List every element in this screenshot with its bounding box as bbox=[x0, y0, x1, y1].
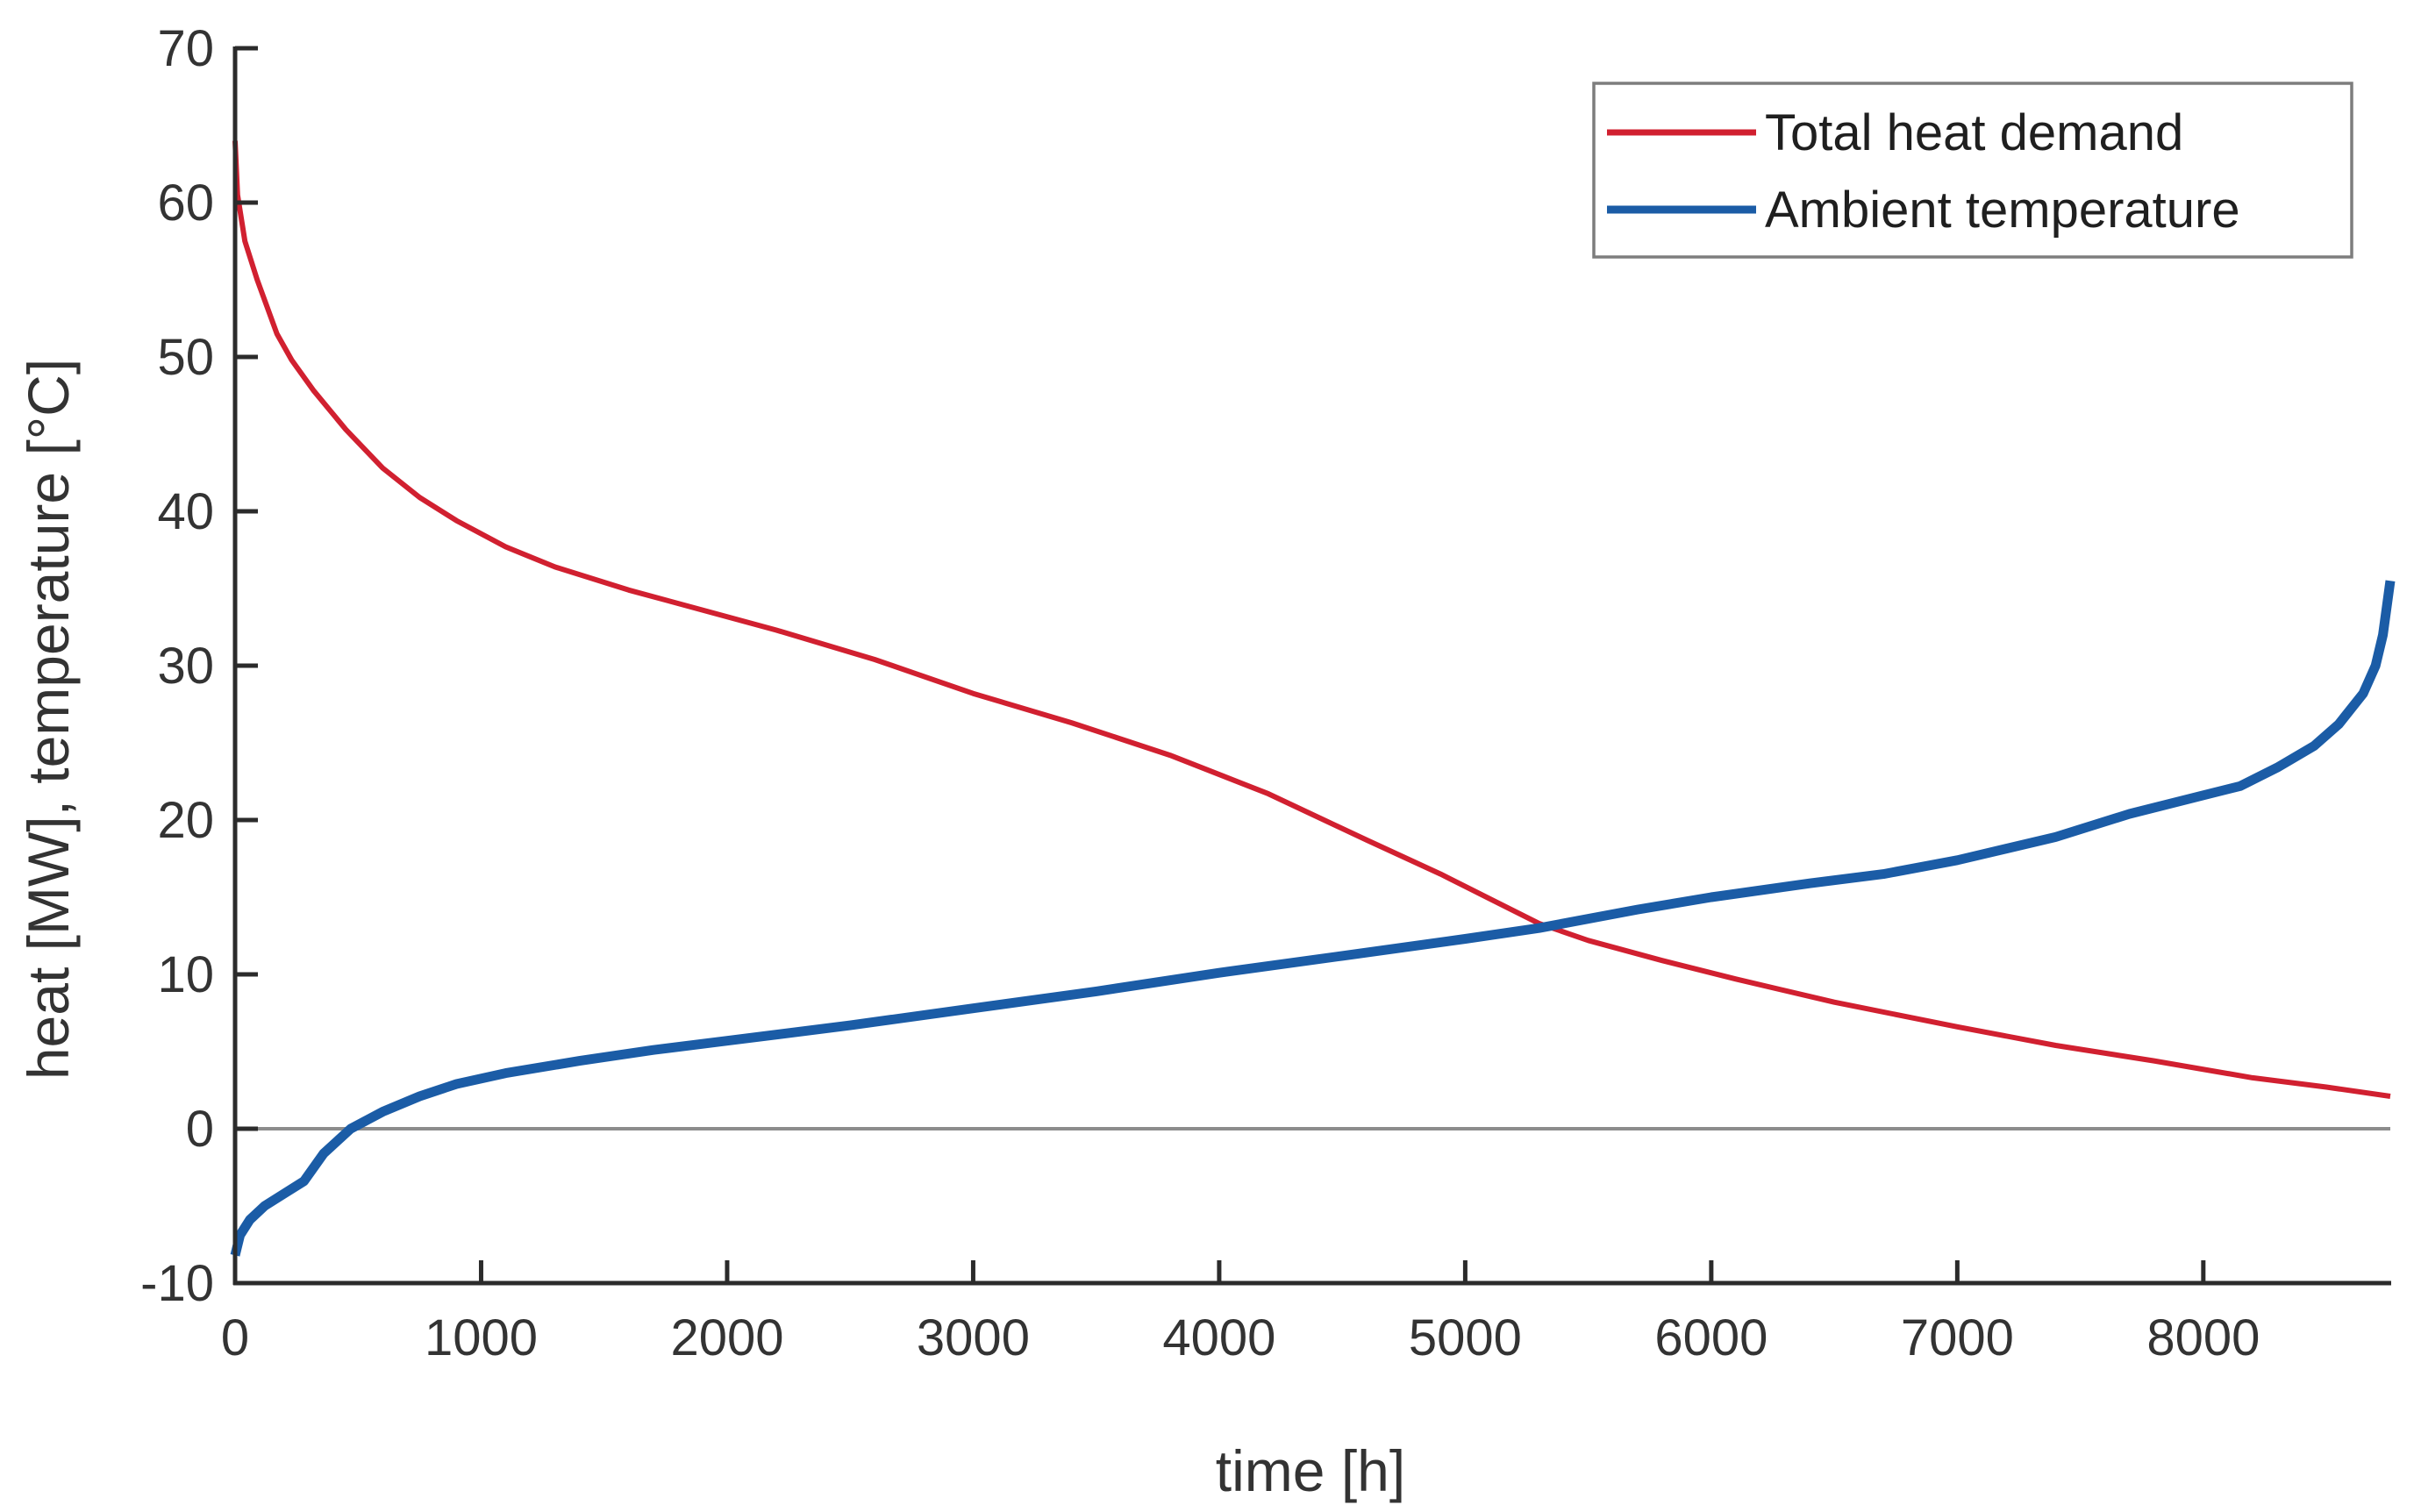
x-axis-label: time [h] bbox=[1216, 1438, 1405, 1503]
y-tick-label: 0 bbox=[186, 1101, 214, 1158]
legend-label-ambient-temperature: Ambient temperature bbox=[1765, 182, 2240, 239]
series-line-ambient-temperature bbox=[230, 580, 2396, 1257]
legend: Total heat demand Ambient temperature bbox=[1592, 82, 2353, 259]
y-tick-label: -10 bbox=[140, 1255, 214, 1312]
legend-box bbox=[1592, 82, 2353, 259]
x-tick-label: 3000 bbox=[917, 1309, 1030, 1366]
y-tick-label: 40 bbox=[157, 483, 214, 540]
x-tick-label: 4000 bbox=[1162, 1309, 1275, 1366]
y-tick-label: 60 bbox=[157, 175, 214, 232]
y-tick-label: 20 bbox=[157, 792, 214, 849]
x-tick-label: 5000 bbox=[1409, 1309, 1522, 1366]
y-tick-label: 70 bbox=[157, 20, 214, 77]
x-tick-label: 6000 bbox=[1654, 1309, 1768, 1366]
x-tick-label: 1000 bbox=[425, 1309, 538, 1366]
series-group bbox=[230, 140, 2396, 1257]
y-axis-label: heat [MW], temperature [°C] bbox=[16, 359, 81, 1080]
x-tick-label: 0 bbox=[221, 1309, 249, 1366]
y-tick-label: 50 bbox=[157, 329, 214, 386]
x-tick-label: 2000 bbox=[670, 1309, 783, 1366]
x-tick-label: 7000 bbox=[1901, 1309, 2014, 1366]
series-line-total-heat-demand bbox=[232, 140, 2391, 1099]
x-tick-label: 8000 bbox=[2146, 1309, 2260, 1366]
legend-label-total-heat-demand: Total heat demand bbox=[1765, 104, 2183, 161]
y-tick-label: 10 bbox=[157, 946, 214, 1003]
y-tick-label: 30 bbox=[157, 638, 214, 695]
